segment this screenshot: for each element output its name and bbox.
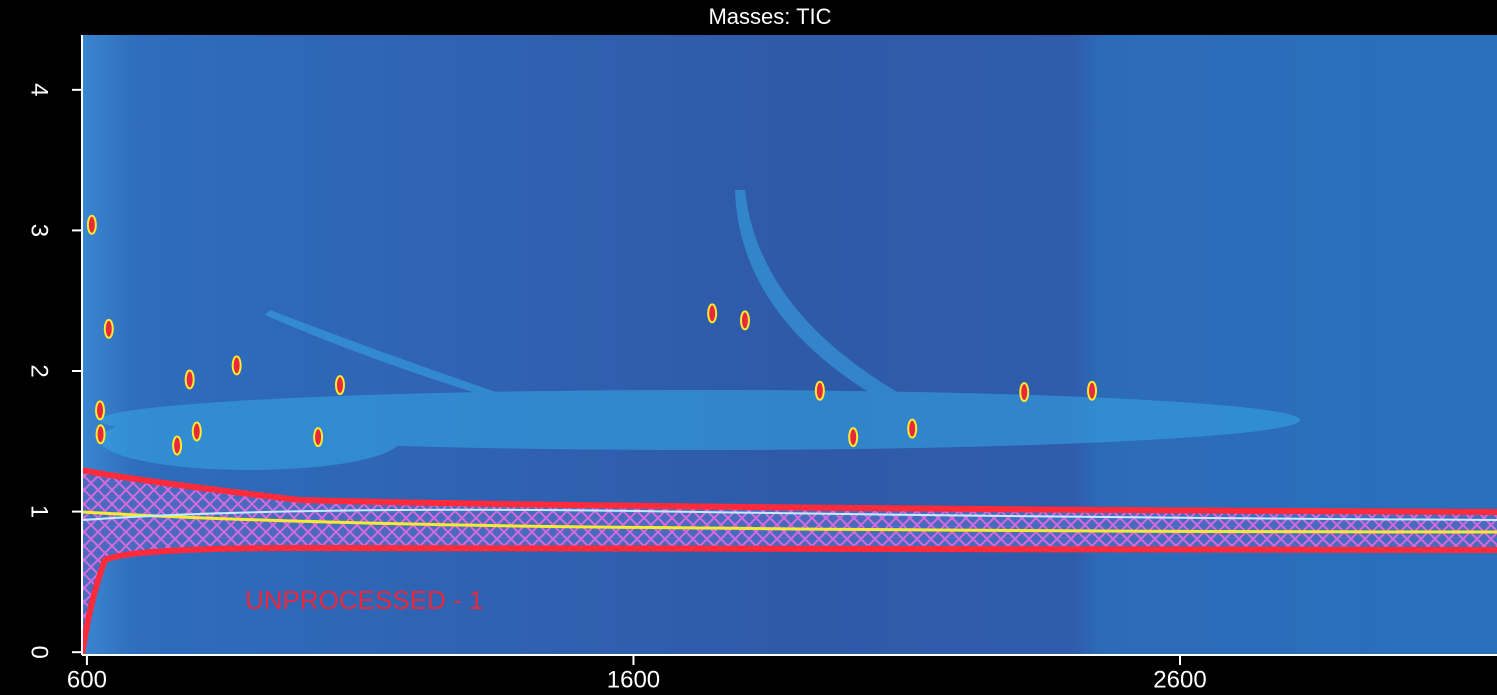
peak [314, 428, 322, 446]
y-tick-label: 4 [26, 83, 53, 96]
plot-area [82, 35, 1497, 655]
x-tick-label: 1600 [607, 666, 660, 693]
peak [173, 437, 181, 455]
peak [96, 401, 104, 419]
peak [233, 356, 241, 374]
peak [186, 370, 194, 388]
x-tick-label: 2600 [1153, 666, 1206, 693]
y-tick-label: 0 [26, 646, 53, 659]
peak [193, 422, 201, 440]
peak [105, 320, 113, 338]
peak [1020, 383, 1028, 401]
x-tick-label: 600 [67, 666, 107, 693]
peak [741, 311, 749, 329]
peak [1088, 382, 1096, 400]
peak [88, 216, 96, 234]
peak [336, 376, 344, 394]
chart-title: Masses: TIC [708, 4, 831, 29]
peak [97, 425, 105, 443]
chart: Masses: TIC UNPROCESSED - 1 600 1600 2600 0… [0, 0, 1497, 695]
peak [908, 420, 916, 438]
peak [708, 304, 716, 322]
peak [849, 428, 857, 446]
annotation: UNPROCESSED - 1 [245, 585, 483, 615]
y-tick-label: 3 [26, 224, 53, 237]
peak [816, 382, 824, 400]
plot-background [82, 35, 1497, 655]
y-tick-label: 2 [26, 364, 53, 377]
y-tick-label: 1 [26, 505, 53, 518]
